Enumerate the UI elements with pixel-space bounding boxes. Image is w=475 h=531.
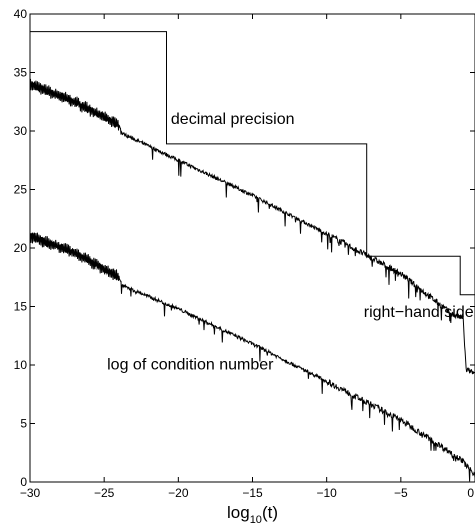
- y-tick-label: 15: [14, 300, 28, 314]
- y-tick-label: 30: [14, 124, 28, 138]
- annotations: decimal precision right−hand side of C log…: [107, 111, 475, 374]
- annotation-label: decimal precision: [171, 111, 295, 128]
- y-tick-label: 0: [20, 475, 27, 489]
- series-line-2: [29, 232, 475, 482]
- ticks: −30 −25 −20 −15 −10 −5 0 0 5 10 15 20 25 30 35 40: [14, 7, 475, 500]
- y-tick-label: 5: [20, 417, 27, 431]
- axes-frame: [29, 13, 475, 483]
- x-tick-label: −20: [168, 486, 189, 500]
- series-line-1: [29, 78, 475, 375]
- y-tick-label: 25: [14, 183, 28, 197]
- x-tick-label: −25: [94, 486, 115, 500]
- y-tick-label: 10: [14, 358, 28, 372]
- y-tick-label: 35: [14, 66, 28, 80]
- x-tick-label: −30: [20, 486, 41, 500]
- annotation-label: log of condition number: [107, 357, 274, 374]
- x-tick-label: −15: [242, 486, 263, 500]
- plot-lines: [29, 31, 475, 482]
- x-axis-title: log10(t): [227, 503, 278, 526]
- x-tick-label: −10: [316, 486, 337, 500]
- y-tick-label: 20: [14, 241, 28, 255]
- series-line-0: [30, 31, 475, 296]
- x-tick-label: 0: [467, 486, 474, 500]
- x-tick-label: −5: [394, 486, 408, 500]
- annotation-label: right−hand side of C: [364, 304, 475, 321]
- y-tick-label: 40: [14, 7, 28, 21]
